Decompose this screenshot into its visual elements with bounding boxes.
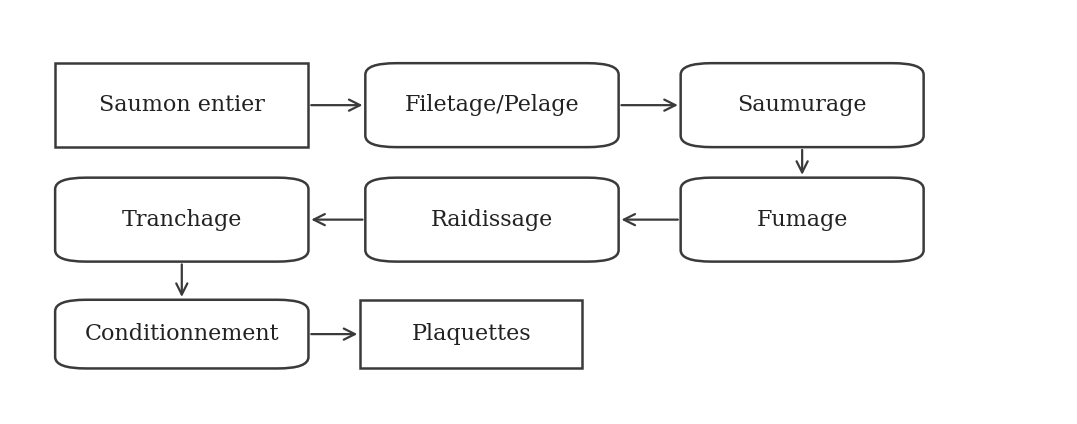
FancyBboxPatch shape (55, 300, 308, 368)
FancyBboxPatch shape (55, 178, 308, 262)
Text: Plaquettes: Plaquettes (411, 323, 531, 345)
Text: Tranchage: Tranchage (122, 209, 242, 231)
Text: Fumage: Fumage (756, 209, 848, 231)
Text: Saumon entier: Saumon entier (99, 94, 265, 116)
Text: Conditionnement: Conditionnement (84, 323, 279, 345)
Text: Saumurage: Saumurage (738, 94, 867, 116)
FancyBboxPatch shape (55, 63, 308, 147)
FancyBboxPatch shape (365, 63, 618, 147)
Text: Filetage/Pelage: Filetage/Pelage (405, 94, 579, 116)
FancyBboxPatch shape (365, 178, 618, 262)
FancyBboxPatch shape (681, 178, 924, 262)
Text: Raidissage: Raidissage (431, 209, 554, 231)
FancyBboxPatch shape (360, 300, 583, 368)
FancyBboxPatch shape (681, 63, 924, 147)
